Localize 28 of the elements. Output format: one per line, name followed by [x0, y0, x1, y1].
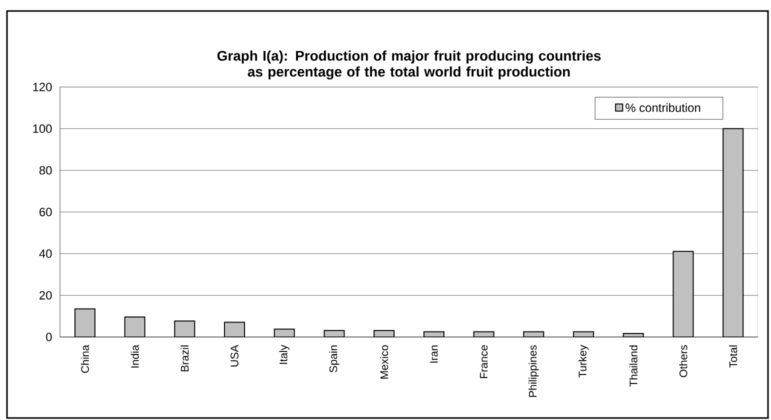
y-tick-label: 0: [46, 332, 52, 342]
y-tick-label: 40: [39, 249, 52, 258]
x-tick-label: Brazil: [180, 346, 189, 372]
x-tick-label: Thailand: [629, 345, 638, 387]
chart-title: Graph I(a): Production of major fruit producing countries as percentage of the total world fruit production: [217, 50, 601, 80]
x-tick-label: Mexico: [380, 345, 388, 379]
y-tick-label: 100: [33, 124, 52, 133]
bar: [124, 316, 146, 337]
legend-label: % contribution: [626, 103, 700, 112]
x-tick-label: USA: [230, 344, 238, 366]
bar: [74, 308, 96, 337]
x-tick-label: China: [80, 344, 89, 373]
x-tick-label: Turkey: [578, 344, 589, 378]
x-tick-label: India: [130, 344, 139, 368]
bar: [672, 250, 694, 337]
x-tick-label: France: [480, 345, 488, 378]
x-tick-label: Others: [679, 345, 688, 378]
bar: [224, 322, 246, 337]
x-tick-label: Spain: [329, 346, 340, 372]
y-tick-label: 120: [33, 82, 52, 92]
y-tick-label: 60: [40, 208, 52, 216]
x-tick-label: Italy: [279, 344, 290, 364]
y-tick-label: 80: [39, 166, 52, 175]
y-tick-label: 20: [40, 291, 52, 300]
bar: [722, 128, 744, 337]
x-tick-label: Total: [729, 345, 738, 368]
x-tick-label: Iran: [430, 345, 438, 363]
x-tick-label: Philippines: [528, 345, 539, 397]
